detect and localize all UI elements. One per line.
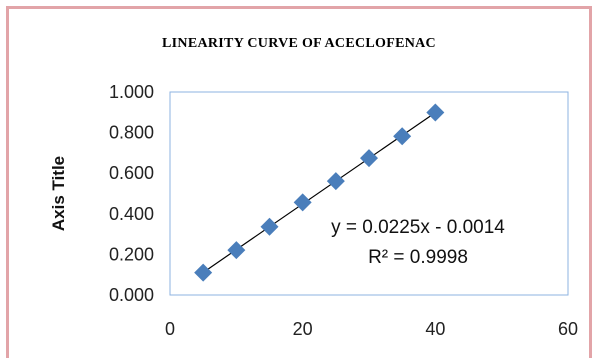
plot-area (169, 91, 569, 296)
chart-title: LINEARITY CURVE OF ACECLOFENAC (162, 36, 436, 51)
x-tick-label: 40 (425, 319, 445, 339)
y-axis-label: Axis Title (49, 156, 68, 231)
data-points (194, 103, 445, 282)
data-point (293, 193, 312, 212)
data-point (360, 149, 378, 168)
data-point (326, 172, 345, 191)
y-tick-label: 0.600 (109, 163, 154, 183)
y-tick-label: 0.200 (109, 244, 154, 264)
data-point (393, 127, 412, 146)
x-tick-label: 20 (293, 319, 313, 339)
data-point (227, 241, 246, 260)
y-tick-label: 0.800 (109, 123, 154, 143)
data-point (426, 103, 445, 122)
y-tick-label: 0.400 (109, 204, 154, 224)
y-axis-ticks: 0.000 0.200 0.400 0.600 0.800 1.000 (109, 82, 154, 305)
data-point (260, 217, 279, 236)
r-squared-label: R² = 0.9998 (368, 247, 468, 268)
data-point (194, 263, 213, 282)
x-tick-label: 60 (558, 319, 578, 339)
x-tick-label: 0 (165, 319, 175, 339)
y-tick-label: 1.000 (109, 82, 154, 102)
trendline-equation: y = 0.0225x - 0.0014 (331, 217, 505, 238)
x-axis-ticks: 0 20 40 60 (165, 319, 578, 339)
y-tick-label: 0.000 (109, 285, 154, 305)
